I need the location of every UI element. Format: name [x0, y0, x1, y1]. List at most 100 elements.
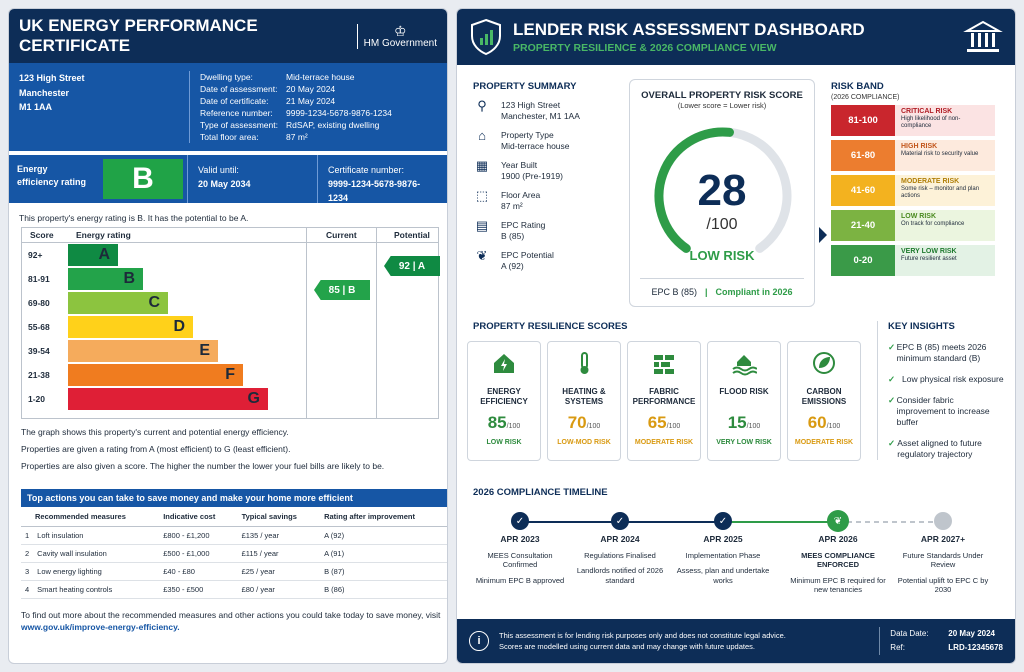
- table-cell: £350 - £500: [159, 580, 238, 599]
- summary-label: Floor Area: [501, 190, 541, 200]
- risk-band-row: 0-20 VERY LOW RISK Future resilient asset: [831, 245, 995, 276]
- band-bar: F: [68, 364, 243, 386]
- summary-item: ⌂ Property Type Mid-terrace house: [473, 129, 613, 152]
- card-risk-label: LOW RISK: [486, 439, 522, 446]
- table-cell: 4: [21, 580, 34, 599]
- resilience-card: CARBON EMISSIONS 60/100 MODERATE RISK: [787, 341, 861, 461]
- risk-score-value: 28: [697, 166, 747, 215]
- risk-band-range: 81-100: [831, 105, 895, 136]
- table-cell: B (86): [320, 580, 447, 599]
- table-header: Indicative cost: [159, 507, 238, 527]
- card-score-max: /100: [666, 423, 681, 430]
- risk-score-max: /100: [706, 216, 738, 233]
- timeline-year: APR 2027+: [920, 534, 966, 544]
- summary-label: EPC Rating: [501, 220, 546, 230]
- risk-band-name: LOW RISK: [901, 213, 936, 220]
- band-bar: B: [68, 268, 143, 290]
- timeline-step-desc: Minimum EPC B required for new tenancies: [790, 575, 886, 595]
- footer-meta: Data Date: 20 May 2024 Ref: LRD-12345678: [879, 627, 1003, 655]
- detail-row: Total floor area: 87 m²: [200, 132, 308, 142]
- dashboard-header: LENDER RISK ASSESSMENT DASHBOARD PROPERT…: [457, 9, 1015, 65]
- timeline-segment: [620, 521, 723, 523]
- certificate-number: Certificate number: 9999-1234-5678-9876-…: [317, 155, 447, 203]
- chart-notes: The graph shows this property's current …: [21, 427, 441, 478]
- detail-row: Reference number: 9999-1234-5678-9876-123…: [200, 108, 392, 118]
- band-score-range: 69-80: [28, 298, 50, 308]
- band-score-range: 55-68: [28, 322, 50, 332]
- address-line: M1 1AA: [19, 102, 53, 112]
- insight-text: EPC B (85) meets 2026 minimum standard (…: [896, 342, 987, 363]
- band-score-range: 39-54: [28, 346, 50, 356]
- risk-score-gauge: [654, 127, 792, 253]
- risk-band-legend: RISK BAND (2026 COMPLIANCE) 81-100 CRITIC…: [819, 81, 995, 276]
- shield-chart-icon: [471, 18, 501, 56]
- risk-band-desc: Some risk – monitor and plan actions: [901, 185, 980, 200]
- summary-value: 87 m²: [501, 201, 523, 211]
- improve-efficiency-link[interactable]: www.gov.uk/improve-energy-efficiency.: [21, 622, 180, 632]
- timeline-title: 2026 COMPLIANCE TIMELINE: [473, 487, 608, 498]
- location-pin-icon: ⚲: [477, 98, 487, 113]
- rating-label: Energy efficiency rating: [17, 164, 87, 187]
- insights-title: KEY INSIGHTS: [888, 321, 955, 332]
- score-title: OVERALL PROPERTY RISK SCORE: [641, 90, 803, 101]
- timeline-step-title: Future Standards Under Review: [902, 550, 984, 570]
- overall-risk-score-card: OVERALL PROPERTY RISK SCORE (Lower score…: [629, 79, 815, 307]
- dashboard-title: LENDER RISK ASSESSMENT DASHBOARD: [513, 20, 865, 39]
- table-cell: £80 / year: [237, 580, 321, 599]
- summary-item: ▦ Year Built 1900 (Pre-1919): [473, 158, 613, 182]
- timeline-year: APR 2023: [500, 534, 540, 544]
- insight-text: Low physical risk exposure: [902, 374, 1004, 384]
- timeline-step-desc: Landlords notified of 2026 standard: [576, 566, 664, 585]
- col-header-score: Score: [30, 230, 54, 240]
- col-header-rating: Energy rating: [76, 230, 131, 240]
- detail-row: Date of assessment: 20 May 2024: [200, 84, 336, 94]
- table-cell: A (92): [320, 526, 447, 545]
- band-score-range: 92+: [28, 250, 43, 260]
- info-icon: i: [469, 631, 489, 651]
- card-score-max: /100: [826, 423, 841, 430]
- table-row: 3 Low energy lighting £40 - £80 £25 / year B…: [21, 562, 447, 581]
- find-more-text: To find out more about the recommended m…: [21, 610, 441, 632]
- timeline-step-title: Implementation Phase: [685, 550, 761, 560]
- key-insights: KEY INSIGHTS ✓ EPC B (85) meets 2026 mini…: [877, 321, 1005, 460]
- summary-label: EPC Potential: [501, 250, 554, 260]
- energy-rating-chart: Score Energy rating Current Potential 92…: [21, 227, 440, 419]
- dashboard-footer: i This assessment is for lending risk pu…: [457, 619, 1015, 663]
- bank-building-icon: [963, 20, 1003, 52]
- card-risk-label: MODERATE RISK: [634, 439, 694, 446]
- band-bar: D: [68, 316, 193, 338]
- rating-band-row: 69-80 C: [22, 292, 168, 314]
- card-score: 15: [727, 413, 747, 432]
- risk-band-name: CRITICAL RISK: [901, 108, 953, 115]
- epc-certificate-panel: UK ENERGY PERFORMANCE CERTIFICATE ♔ HM G…: [8, 8, 448, 664]
- table-cell: Smart heating controls: [33, 580, 160, 599]
- summary-label: Property Type: [501, 130, 554, 140]
- timeline-year: APR 2026: [818, 534, 858, 544]
- band-score-range: 81-91: [28, 274, 50, 284]
- rating-letter-badge: B: [103, 159, 183, 199]
- calendar-icon: ▦: [475, 158, 489, 173]
- property-address: 123 High Street Manchester M1 1AA: [19, 71, 189, 143]
- gov-label: HM Government: [363, 37, 437, 49]
- risk-band-desc: High likelihood of non-compliance: [901, 115, 961, 130]
- risk-band-desc: Future resilient asset: [901, 255, 957, 262]
- table-cell: B (87): [320, 562, 447, 581]
- table-cell: £500 - £1,000: [159, 544, 238, 563]
- property-details: 123 High Street Manchester M1 1AA Dwelli…: [9, 63, 447, 151]
- risk-band-name: VERY LOW RISK: [901, 248, 957, 255]
- timeline-step-title: MEES Consultation Confirmed: [487, 550, 553, 570]
- check-icon: ✓: [888, 374, 896, 384]
- disclaimer: This assessment is for lending risk purp…: [499, 631, 786, 651]
- recommended-actions: Top actions you can take to save money a…: [21, 489, 447, 599]
- card-score-max: /100: [746, 423, 761, 430]
- table-cell: £135 / year: [237, 526, 321, 545]
- insight-item: ✓ EPC B (85) meets 2026 minimum standard …: [888, 342, 1005, 364]
- risk-band-range: 0-20: [831, 245, 895, 276]
- note-text: Properties are also given a score. The h…: [21, 461, 385, 471]
- epc-summary: EPC B (85): [651, 287, 697, 297]
- rating-band-row: 92+ A: [22, 244, 118, 266]
- address-line: Manchester: [19, 87, 70, 98]
- summary-item: ⬚ Floor Area 87 m²: [473, 189, 613, 212]
- timeline-node-icon: ✓: [714, 512, 732, 530]
- table-cell: 3: [21, 562, 34, 581]
